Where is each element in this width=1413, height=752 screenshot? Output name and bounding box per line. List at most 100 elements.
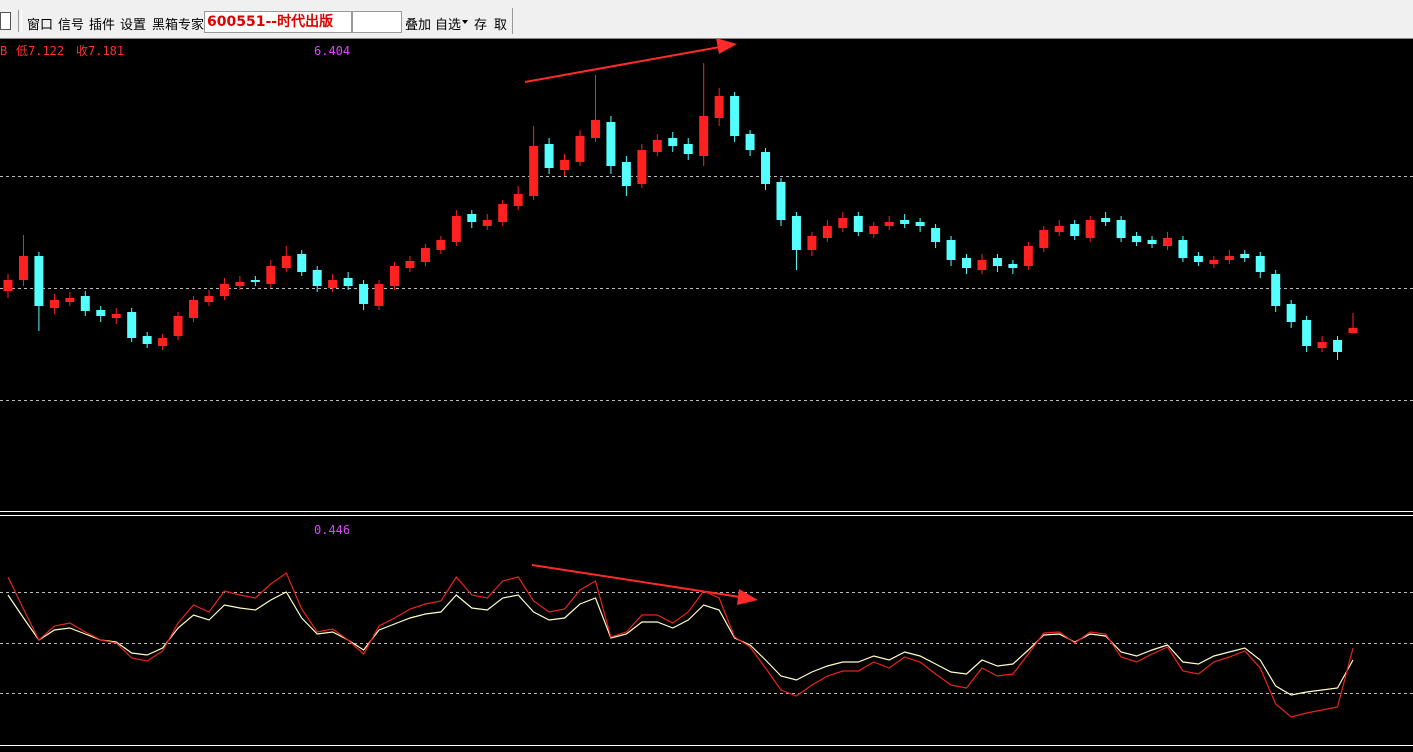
- candle-body: [606, 122, 616, 166]
- info-text: 低7.122: [16, 44, 64, 58]
- candle-body: [714, 96, 724, 118]
- candle-body: [359, 284, 369, 304]
- candle-body: [374, 284, 384, 306]
- candle-body: [1193, 256, 1203, 262]
- candle-body: [142, 336, 152, 344]
- indicator-label: 0.446: [314, 523, 350, 537]
- menu-button[interactable]: 存: [474, 18, 488, 33]
- info-text: B: [0, 44, 7, 58]
- candle-body: [281, 256, 291, 268]
- candle-body: [962, 258, 972, 268]
- candle-body: [992, 258, 1002, 266]
- candle-body: [189, 300, 199, 318]
- candle-body: [652, 140, 662, 152]
- candle-body: [235, 282, 245, 286]
- menu-button[interactable]: 取: [494, 18, 508, 33]
- menu-button[interactable]: 信号: [58, 18, 85, 33]
- candle-body: [791, 216, 801, 250]
- candle-body: [1224, 256, 1234, 260]
- candle-body: [745, 134, 755, 150]
- candle-body: [219, 284, 229, 296]
- candle-body: [838, 218, 848, 228]
- candle-body: [1178, 240, 1188, 258]
- candle-body: [96, 310, 106, 316]
- candle-body: [1302, 320, 1312, 346]
- guide-lines: [0, 176, 1413, 694]
- candle-body: [1333, 340, 1343, 352]
- dropdown-icon: [462, 20, 468, 24]
- menu-button[interactable]: 设置: [120, 18, 147, 33]
- candle-body: [436, 240, 446, 250]
- candle-body: [389, 266, 399, 286]
- candle-body: [621, 162, 631, 186]
- menu-button[interactable]: 黑箱专家: [152, 18, 205, 33]
- candle-body: [560, 160, 570, 170]
- candle-body: [328, 280, 338, 288]
- candle-body: [343, 278, 353, 286]
- menu-button[interactable]: 插件: [89, 18, 116, 33]
- chart: B 低7.122 收7.181 6.404 0.446: [0, 39, 1413, 746]
- indicator-line: [7, 591, 1354, 696]
- indicator-line: [7, 572, 1354, 718]
- candle-body: [1348, 327, 1358, 333]
- candle-body: [18, 256, 28, 280]
- candle-body: [173, 316, 183, 336]
- candle-body: [80, 296, 90, 311]
- candle-body: [699, 116, 709, 156]
- candle-body: [1054, 226, 1064, 232]
- info-text: 收7.181: [76, 44, 124, 58]
- candle-body: [946, 240, 956, 260]
- separator: [18, 10, 22, 32]
- candle-body: [451, 216, 461, 242]
- candle-body: [204, 296, 214, 302]
- candle-body: [405, 261, 415, 268]
- candle-body: [420, 248, 430, 262]
- candle-body: [931, 228, 941, 242]
- candle-body: [111, 314, 121, 318]
- candle-body: [807, 236, 817, 250]
- candle-body: [1132, 236, 1142, 242]
- candle-body: [482, 220, 492, 226]
- candle-body: [250, 280, 260, 282]
- panel-separator: [0, 511, 1413, 746]
- menu-button[interactable]: 窗口: [27, 18, 54, 33]
- candle-body: [1039, 230, 1049, 248]
- candle-body: [513, 194, 523, 206]
- candle-body: [498, 204, 508, 222]
- candle-body: [65, 298, 75, 302]
- candle-body: [683, 144, 693, 154]
- candle-body: [590, 120, 600, 138]
- menu-button[interactable]: 自选: [435, 18, 462, 33]
- candle-body: [884, 222, 894, 226]
- candle-body: [915, 222, 925, 226]
- menu-button[interactable]: 叠加: [405, 18, 432, 33]
- candle-body: [266, 266, 276, 284]
- candle-body: [1271, 274, 1281, 306]
- candle-body: [977, 260, 987, 270]
- candle-body: [730, 96, 740, 136]
- candle-body: [776, 182, 786, 220]
- candle-body: [1008, 264, 1018, 268]
- separator: [512, 8, 513, 34]
- candle-body: [1317, 342, 1327, 348]
- candle-body: [1101, 218, 1111, 222]
- candle-body: [822, 226, 832, 238]
- toolbar: 窗口 信号 插件 设置 黑箱专家 600551--时代出版 叠加 自选 存 取: [0, 0, 1413, 39]
- candle-body: [544, 144, 554, 168]
- icon-button[interactable]: [0, 12, 11, 30]
- candle-body: [869, 226, 879, 234]
- candle-body: [1255, 256, 1265, 272]
- candle-body: [1162, 238, 1172, 246]
- candle-body: [637, 150, 647, 184]
- candle-body: [529, 146, 539, 196]
- candle-body: [1240, 254, 1250, 258]
- candle-body: [467, 214, 477, 222]
- candle-body: [34, 256, 44, 306]
- indicator-label: 6.404: [314, 44, 350, 58]
- candle-body: [853, 216, 863, 232]
- candle-body: [900, 220, 910, 224]
- candle-body: [1116, 220, 1126, 238]
- stock-field[interactable]: 600551--时代出版: [204, 11, 352, 33]
- input-box[interactable]: [352, 11, 402, 33]
- candle-body: [1286, 304, 1296, 322]
